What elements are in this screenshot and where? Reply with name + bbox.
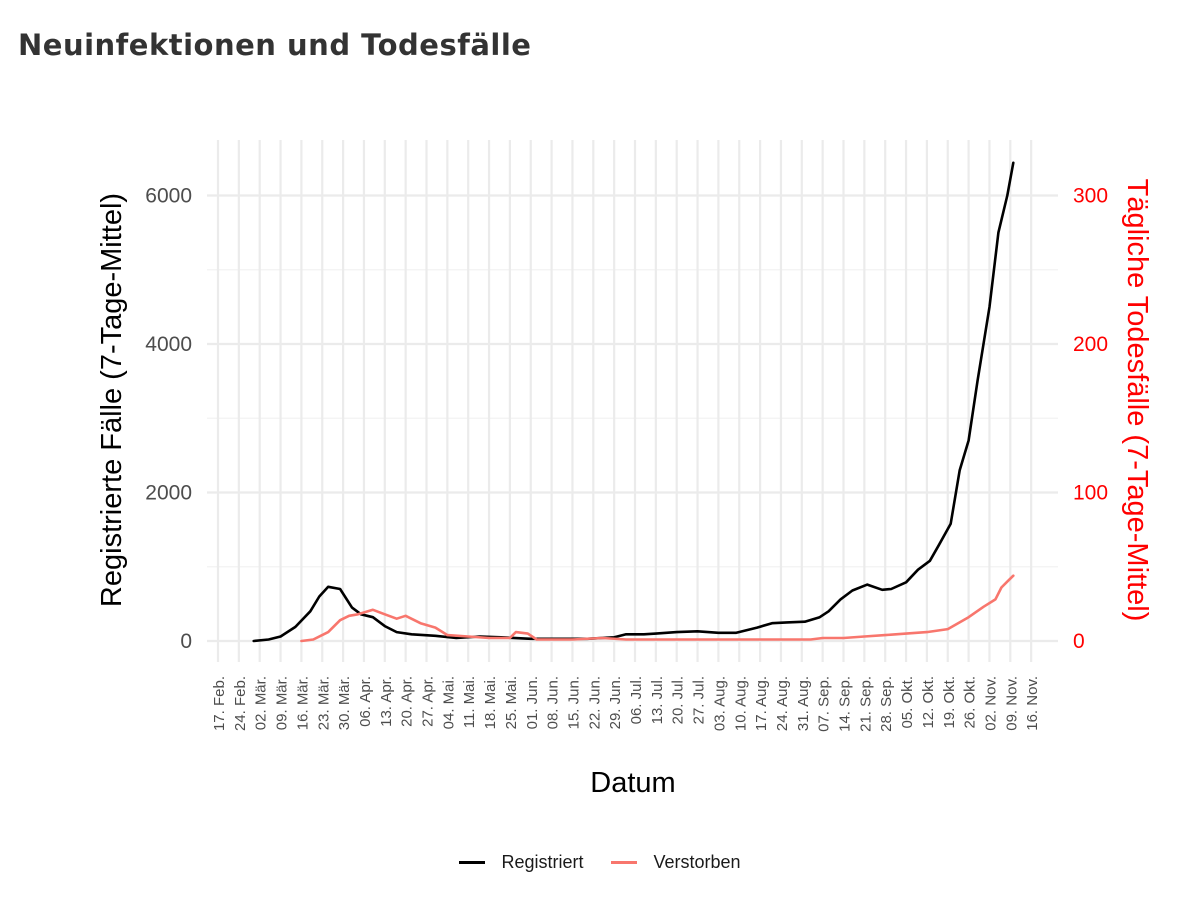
legend-item-verstorben: Verstorben xyxy=(611,852,741,873)
x-tick-label: 27. Apr. xyxy=(420,676,437,727)
x-tick-label: 22. Jun. xyxy=(586,676,603,729)
x-axis-label: Datum xyxy=(590,767,675,799)
legend-label-verstorben: Verstorben xyxy=(653,852,741,872)
x-tick-label: 09. Mär. xyxy=(274,676,291,730)
x-tick-label: 08. Jun. xyxy=(545,676,562,729)
x-tick-label: 20. Apr. xyxy=(399,676,416,727)
x-tick-label: 25. Mai. xyxy=(503,676,520,729)
x-tick-label: 13. Apr. xyxy=(378,676,395,727)
x-tick-label: 21. Sep. xyxy=(857,676,874,732)
y-tick-label-right: 100 xyxy=(1073,482,1108,505)
x-tick-label: 07. Sep. xyxy=(816,676,833,732)
x-tick-label: 27. Jul. xyxy=(691,676,708,724)
x-tick-label: 10. Aug. xyxy=(732,676,749,731)
y-tick-label-right: 300 xyxy=(1073,185,1108,208)
x-tick-label: 20. Jul. xyxy=(670,676,687,724)
grid-minor xyxy=(207,269,1058,568)
series-layer xyxy=(252,161,1015,643)
y-axis-label-left: Registrierte Fälle (7-Tage-Mittel) xyxy=(96,193,128,607)
y-axis-label-right: Tägliche Todesfälle (7-Tage-Mittel) xyxy=(1121,179,1153,622)
legend-item-registriert: Registriert xyxy=(459,852,583,873)
y-tick-label-left: 4000 xyxy=(145,333,192,356)
x-tick-label: 02. Nov. xyxy=(982,676,999,731)
x-tick-label: 05. Okt. xyxy=(899,676,916,729)
grid-major xyxy=(207,140,1058,662)
legend-key-registriert xyxy=(459,861,486,864)
x-tick-label: 06. Apr. xyxy=(357,676,374,727)
x-axis-ticks: 17. Feb. 24. Feb. 02. Mär. 09. Mär. 16. Mär.… xyxy=(211,676,1041,732)
y-tick-label-right: 0 xyxy=(1073,630,1085,653)
y-tick-label-right: 200 xyxy=(1073,333,1108,356)
x-tick-label: 17. Feb. xyxy=(211,676,228,731)
left-axis-ticks: 0 2000 4000 6000 xyxy=(145,185,192,654)
y-tick-label-left: 0 xyxy=(180,630,192,653)
page-title: Neuinfektionen und Todesfälle xyxy=(18,28,532,62)
x-tick-label: 13. Jul. xyxy=(649,676,666,724)
right-axis-ticks: 0 100 200 300 xyxy=(1073,185,1108,654)
x-tick-label: 15. Jun. xyxy=(565,676,582,729)
x-tick-label: 30. Mär. xyxy=(336,676,353,730)
y-tick-label-left: 2000 xyxy=(145,482,192,505)
x-tick-label: 12. Okt. xyxy=(920,676,937,729)
series-line-verstorben xyxy=(300,574,1015,643)
x-tick-label: 02. Mär. xyxy=(253,676,270,730)
legend: Registriert Verstorben xyxy=(0,852,1200,873)
x-tick-label: 24. Feb. xyxy=(232,676,249,731)
x-tick-label: 04. Mai. xyxy=(440,676,457,729)
x-tick-label: 31. Aug. xyxy=(795,676,812,731)
x-tick-label: 01. Jun. xyxy=(524,676,541,729)
x-tick-label: 23. Mär. xyxy=(315,676,332,730)
x-tick-label: 17. Aug. xyxy=(753,676,770,731)
x-tick-label: 26. Okt. xyxy=(962,676,979,729)
series-line-registriert xyxy=(252,161,1015,643)
x-tick-label: 16. Mär. xyxy=(294,676,311,730)
legend-label-registriert: Registriert xyxy=(501,852,584,872)
x-tick-label: 06. Jul. xyxy=(628,676,645,724)
legend-key-verstorben xyxy=(611,861,638,864)
x-tick-label: 14. Sep. xyxy=(837,676,854,732)
x-tick-label: 16. Nov. xyxy=(1024,676,1041,731)
x-tick-label: 29. Jun. xyxy=(607,676,624,729)
y-tick-label-left: 6000 xyxy=(145,185,192,208)
x-tick-label: 09. Nov. xyxy=(1003,676,1020,731)
x-tick-label: 11. Mai. xyxy=(461,676,478,728)
x-tick-label: 28. Sep. xyxy=(878,676,895,732)
x-tick-label: 24. Aug. xyxy=(774,676,791,731)
x-tick-label: 18. Mai. xyxy=(482,676,499,729)
x-tick-label: 19. Okt. xyxy=(941,676,958,729)
x-tick-label: 03. Aug. xyxy=(711,676,728,731)
